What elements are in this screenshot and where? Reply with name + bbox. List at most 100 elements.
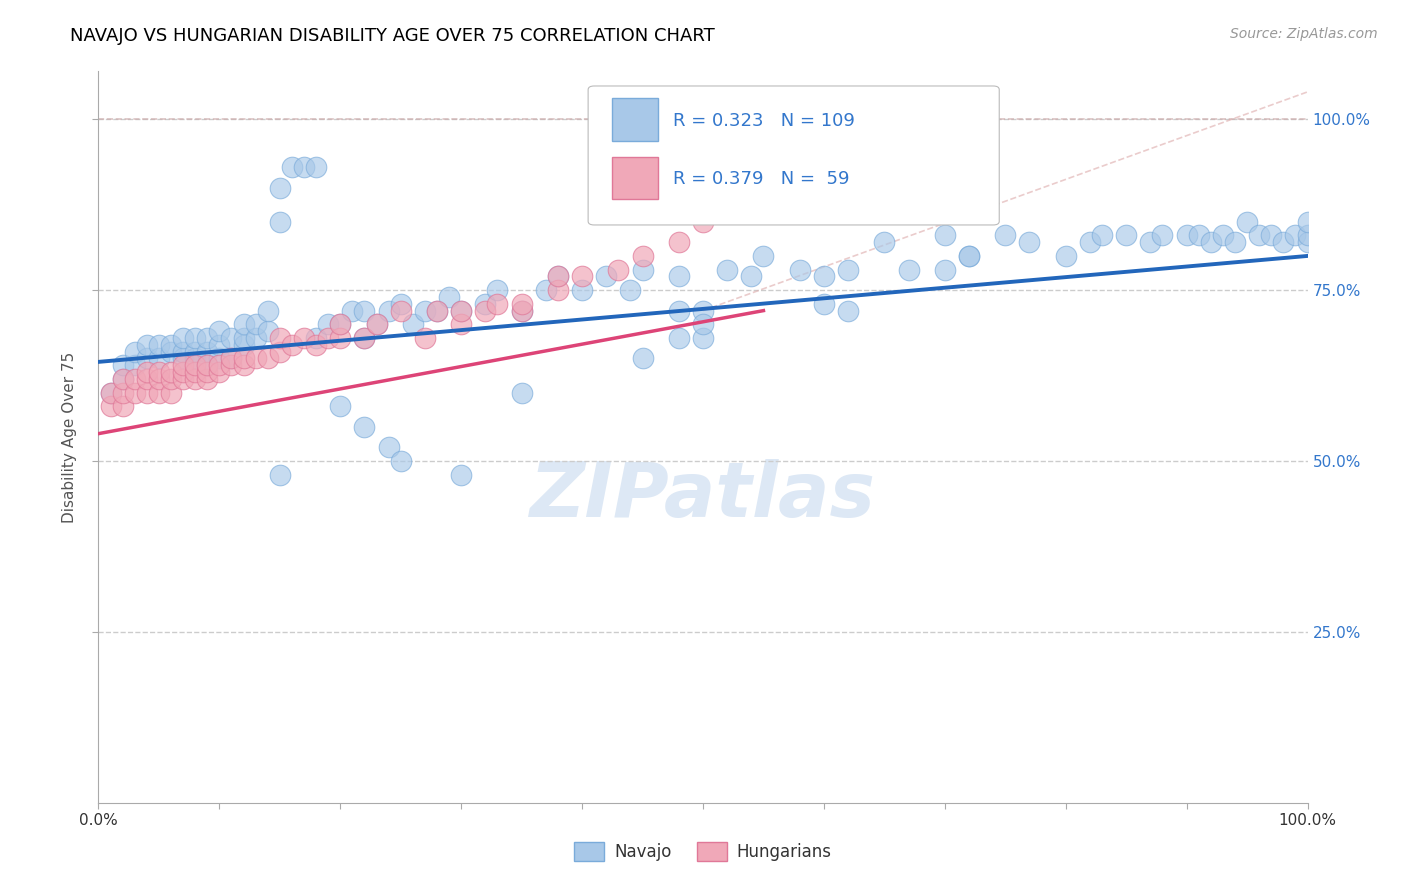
Point: [342, 303, 364, 318]
Point: [934, 262, 956, 277]
Point: [668, 269, 690, 284]
Point: [269, 331, 291, 345]
Point: [232, 359, 254, 373]
Point: [135, 385, 157, 400]
Point: [256, 303, 278, 318]
Point: [245, 318, 267, 332]
Point: [450, 303, 472, 318]
Point: [377, 440, 399, 454]
Point: [256, 351, 278, 366]
Text: ZIPatlas: ZIPatlas: [530, 458, 876, 533]
Point: [752, 249, 775, 263]
Point: [148, 338, 170, 352]
Point: [305, 331, 328, 345]
Point: [232, 351, 254, 366]
Point: [208, 359, 231, 373]
Point: [607, 262, 630, 277]
Point: [1199, 235, 1222, 250]
Point: [111, 359, 134, 373]
Point: [329, 318, 352, 332]
Point: [402, 318, 425, 332]
Point: [184, 344, 207, 359]
Point: [160, 344, 183, 359]
Point: [631, 249, 654, 263]
Point: [292, 331, 315, 345]
Point: [160, 385, 183, 400]
Point: [124, 344, 146, 359]
Point: [208, 365, 231, 379]
Point: [813, 269, 835, 284]
Point: [534, 283, 557, 297]
Point: [208, 338, 231, 352]
Point: [221, 359, 243, 373]
Point: [474, 297, 496, 311]
Point: [1018, 235, 1040, 250]
Point: [692, 318, 714, 332]
Point: [353, 331, 375, 345]
Point: [897, 262, 920, 277]
Point: [111, 372, 134, 386]
Point: [111, 385, 134, 400]
Point: [1091, 228, 1114, 243]
Point: [813, 297, 835, 311]
Point: [111, 400, 134, 414]
Point: [1296, 215, 1319, 229]
Point: [1152, 228, 1174, 243]
Point: [305, 160, 328, 174]
Point: [437, 290, 460, 304]
Point: [366, 318, 388, 332]
Text: R = 0.323   N = 109: R = 0.323 N = 109: [672, 112, 855, 129]
Point: [232, 331, 254, 345]
Point: [389, 297, 412, 311]
Point: [316, 331, 339, 345]
Point: [135, 372, 157, 386]
Point: [269, 215, 291, 229]
Text: Source: ZipAtlas.com: Source: ZipAtlas.com: [1230, 27, 1378, 41]
Point: [329, 331, 352, 345]
Point: [184, 331, 207, 345]
Point: [1296, 235, 1319, 250]
Point: [740, 269, 762, 284]
Point: [668, 331, 690, 345]
Point: [957, 249, 980, 263]
Point: [124, 372, 146, 386]
Point: [316, 318, 339, 332]
Point: [221, 351, 243, 366]
Point: [595, 269, 617, 284]
Point: [100, 400, 122, 414]
Point: [148, 351, 170, 366]
Point: [195, 359, 218, 373]
Point: [994, 228, 1017, 243]
Point: [124, 359, 146, 373]
Point: [269, 467, 291, 482]
Point: [450, 303, 472, 318]
Point: [172, 331, 194, 345]
Point: [1115, 228, 1137, 243]
Point: [172, 365, 194, 379]
Point: [450, 467, 472, 482]
Point: [1188, 228, 1211, 243]
Point: [631, 262, 654, 277]
Point: [148, 365, 170, 379]
Point: [366, 318, 388, 332]
Point: [184, 365, 207, 379]
Point: [668, 235, 690, 250]
Point: [353, 303, 375, 318]
Point: [195, 331, 218, 345]
Point: [837, 262, 859, 277]
Point: [195, 344, 218, 359]
Point: [135, 351, 157, 366]
Point: [631, 351, 654, 366]
Point: [269, 344, 291, 359]
Point: [1249, 228, 1271, 243]
Point: [1223, 235, 1246, 250]
Point: [100, 385, 122, 400]
Point: [547, 269, 569, 284]
Point: [413, 303, 436, 318]
Point: [269, 180, 291, 194]
Point: [353, 420, 375, 434]
Point: [172, 344, 194, 359]
Text: NAVAJO VS HUNGARIAN DISABILITY AGE OVER 75 CORRELATION CHART: NAVAJO VS HUNGARIAN DISABILITY AGE OVER …: [70, 27, 716, 45]
Point: [135, 338, 157, 352]
Point: [692, 215, 714, 229]
